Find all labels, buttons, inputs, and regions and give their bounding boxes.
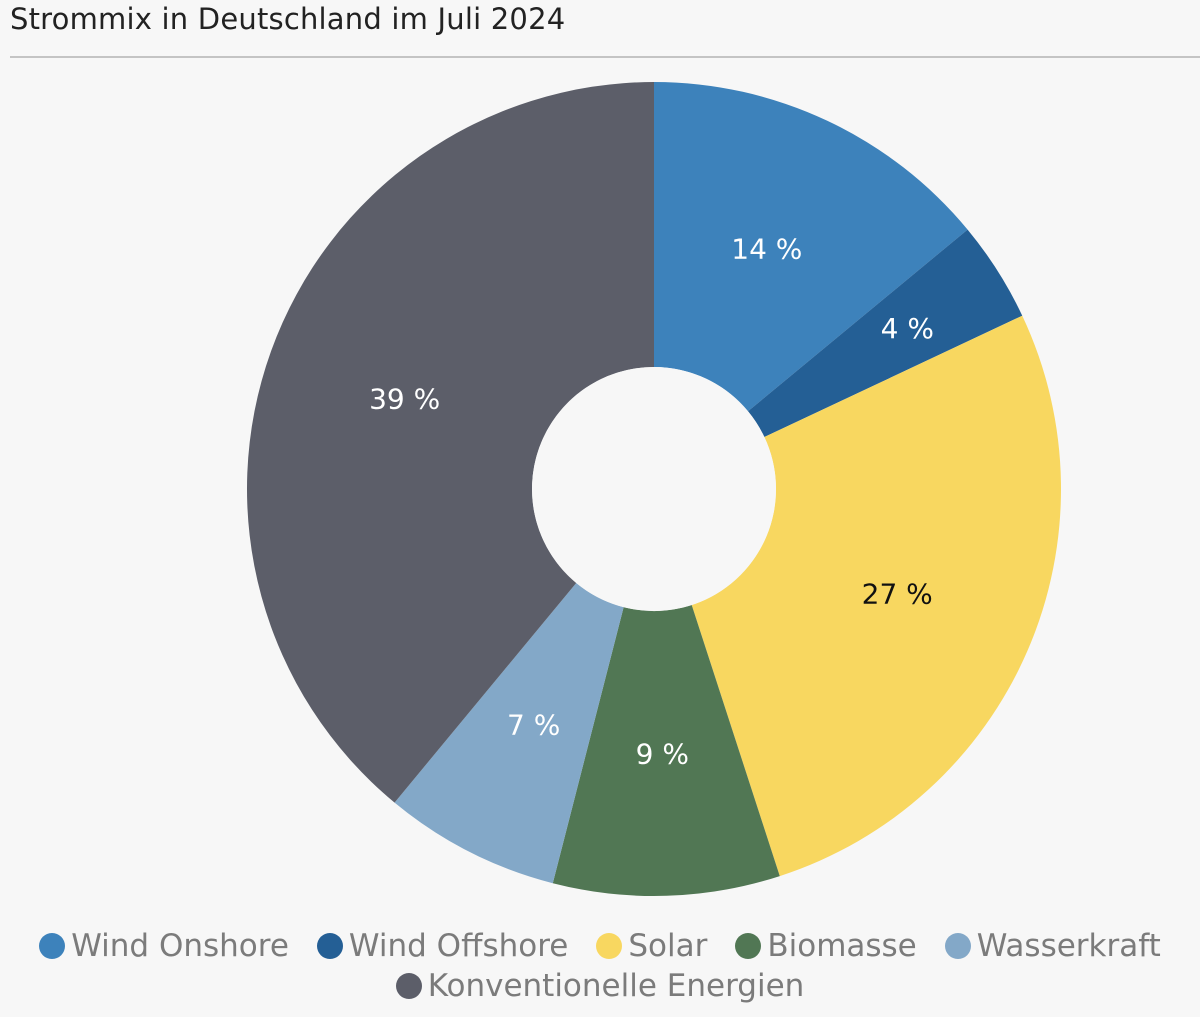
slice-biomasse xyxy=(552,605,780,896)
slice-label-konventionelle-energien: 39 % xyxy=(369,383,440,416)
legend-item-wasserkraft[interactable]: Wasserkraft xyxy=(944,926,1161,966)
legend-label: Wasserkraft xyxy=(976,928,1161,964)
legend-swatch xyxy=(735,933,762,959)
slice-label-wasserkraft: 7 % xyxy=(507,709,560,742)
legend-label: Wind Onshore xyxy=(71,928,289,964)
slice-label-wind-onshore: 14 % xyxy=(731,233,802,266)
legend-label: Konventionelle Energien xyxy=(427,968,805,1004)
legend-item-wind-onshore[interactable]: Wind Onshore xyxy=(39,926,289,966)
legend-swatch xyxy=(316,933,343,959)
legend-swatch xyxy=(596,933,623,959)
chart-title: Strommix in Deutschland im Juli 2024 xyxy=(10,2,566,36)
legend-label: Wind Offshore xyxy=(348,928,569,964)
slice-wind-offshore xyxy=(748,229,1023,438)
legend-item-solar[interactable]: Solar xyxy=(596,926,707,966)
legend-item-biomasse[interactable]: Biomasse xyxy=(735,926,917,966)
legend-swatch xyxy=(395,973,422,999)
donut-hole xyxy=(532,367,776,611)
title-divider xyxy=(10,56,1200,58)
legend-row: Wind Onshore Wind Offshore Solar Biomasse Wa… xyxy=(0,926,1200,966)
legend-item-wind-offshore[interactable]: Wind Offshore xyxy=(316,926,569,966)
slice-wasserkraft xyxy=(394,583,624,884)
legend-label: Solar xyxy=(628,928,708,964)
slice-wind-onshore xyxy=(654,82,968,412)
legend-swatch xyxy=(39,933,66,959)
slice-label-wind-offshore: 4 % xyxy=(881,312,934,345)
legend-swatch xyxy=(944,933,971,959)
slice-label-solar: 27 % xyxy=(862,578,933,611)
donut-chart: 14 % 4 % 27 % 9 % 7 % 39 % xyxy=(247,82,1061,896)
slice-konventionelle-energien xyxy=(247,82,654,803)
slice-label-biomasse: 9 % xyxy=(636,737,689,770)
slice-solar xyxy=(691,315,1061,877)
chart-legend: Wind Onshore Wind Offshore Solar Biomasse Wa… xyxy=(0,926,1200,1006)
legend-item-konventionelle-energien[interactable]: Konventionelle Energien xyxy=(395,966,805,1006)
legend-label: Biomasse xyxy=(767,928,917,964)
legend-row: Konventionelle Energien xyxy=(0,966,1200,1006)
